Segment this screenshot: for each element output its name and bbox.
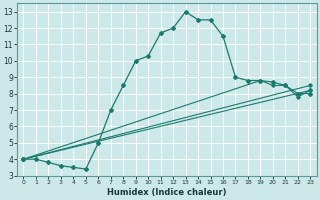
X-axis label: Humidex (Indice chaleur): Humidex (Indice chaleur) <box>107 188 227 197</box>
